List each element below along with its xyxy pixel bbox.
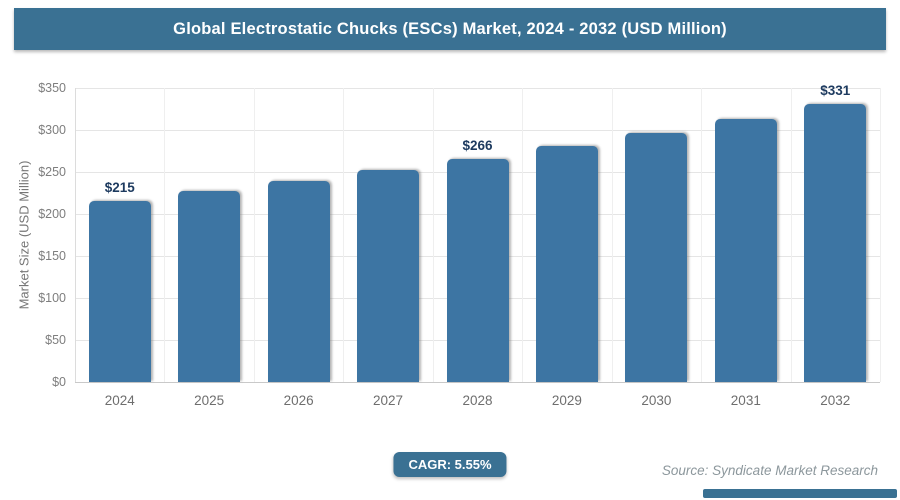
bar xyxy=(804,103,867,382)
bar-value-label: $215 xyxy=(104,180,135,196)
y-tick-label: $350 xyxy=(38,81,66,95)
x-tick-label: 2028 xyxy=(462,393,493,408)
vertical-gridline xyxy=(254,88,255,382)
y-tick-label: $300 xyxy=(38,123,66,137)
cagr-badge: CAGR: 5.55% xyxy=(393,452,507,477)
x-tick-label: 2030 xyxy=(641,393,672,408)
bar xyxy=(714,119,777,382)
bar xyxy=(446,158,509,382)
x-tick-label: 2024 xyxy=(104,393,135,408)
bar-value-label: $266 xyxy=(462,137,493,153)
chart-header: Global Electrostatic Chucks (ESCs) Marke… xyxy=(14,8,886,50)
bar-value-label: $331 xyxy=(820,82,851,98)
bar xyxy=(357,170,420,382)
bar xyxy=(178,191,241,382)
x-tick-label: 2026 xyxy=(283,393,314,408)
vertical-gridline xyxy=(522,88,523,382)
y-tick-label: $150 xyxy=(38,249,66,263)
plot-area: $0 $50 $100 $150 $200 $250 $300 $350 2024 $215 202… xyxy=(38,81,881,408)
x-tick-label: 2025 xyxy=(194,393,225,408)
vertical-gridline xyxy=(701,88,702,382)
vertical-gridline xyxy=(880,88,881,382)
x-tick-label: 2027 xyxy=(373,393,404,408)
bar xyxy=(88,201,151,382)
vertical-gridline xyxy=(612,88,613,382)
gridline xyxy=(75,88,880,89)
x-tick-label: 2031 xyxy=(730,393,761,408)
gridline xyxy=(75,130,880,131)
y-tick-label: $250 xyxy=(38,165,66,179)
x-tick-label: 2032 xyxy=(820,393,851,408)
bar xyxy=(535,145,598,382)
gridline xyxy=(75,382,880,383)
bar xyxy=(267,181,330,382)
y-tick-label: $50 xyxy=(45,333,66,347)
vertical-gridline xyxy=(791,88,792,382)
vertical-gridline xyxy=(343,88,344,382)
y-tick-label: $0 xyxy=(52,375,66,389)
source-credit: Source: Syndicate Market Research xyxy=(661,463,878,478)
y-tick-label: $200 xyxy=(38,207,66,221)
x-tick-label: 2029 xyxy=(551,393,582,408)
vertical-gridline xyxy=(433,88,434,382)
vertical-gridline xyxy=(164,88,165,382)
footer-accent-bar xyxy=(703,489,897,498)
vertical-gridline xyxy=(75,88,76,382)
y-tick-label: $100 xyxy=(38,291,66,305)
chart-title: Global Electrostatic Chucks (ESCs) Marke… xyxy=(173,19,727,38)
y-axis-title: Market Size (USD Million) xyxy=(16,160,32,310)
bar xyxy=(625,133,688,382)
